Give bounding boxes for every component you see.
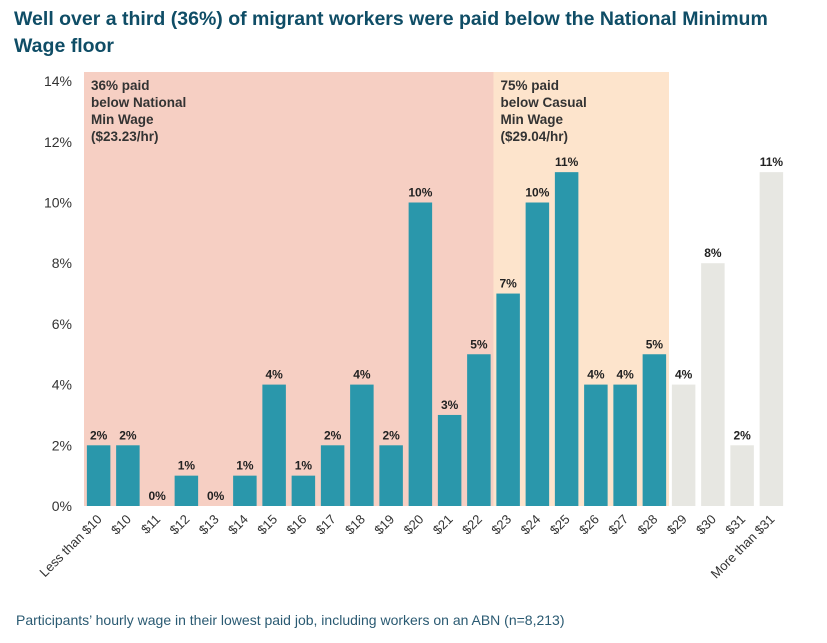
x-tick-label: $28: [635, 512, 661, 538]
band-annotation-line: Min Wage: [501, 112, 564, 127]
x-tick-label: $19: [371, 512, 397, 538]
bar-value-label: 0%: [148, 489, 166, 503]
x-tick-label: $21: [430, 512, 456, 538]
bar: [174, 475, 199, 506]
x-tick-label: $12: [167, 512, 193, 538]
x-tick-label: Less than $10: [36, 512, 104, 580]
y-tick-label: 6%: [52, 316, 72, 332]
bar: [584, 384, 608, 506]
y-tick-label: 10%: [44, 195, 72, 211]
x-tick-label: $29: [664, 512, 690, 538]
x-tick-label: $16: [284, 512, 310, 538]
chart-title: Well over a third (36%) of migrant worke…: [14, 8, 768, 57]
bar: [86, 445, 111, 506]
band-annotation-line: 36% paid: [91, 78, 150, 93]
value-labels: 2% 2% 0% 1% 0% 1% 4% 1% 2% 4% 2% 10% 3% 5% 7% 10% 11% 4% 4…: [90, 155, 783, 503]
y-tick-label: 2%: [52, 437, 72, 453]
bar-value-label: 1%: [295, 459, 313, 473]
bar: [116, 445, 140, 506]
x-tick-label: $30: [693, 512, 719, 538]
x-axis-ticks: Less than $10 $10 $11 $12 $13 $14 $15 $16 $17 $18…: [36, 512, 777, 582]
wage-band-2: [493, 72, 669, 506]
x-tick-label: $18: [342, 512, 368, 538]
bar: [642, 354, 667, 506]
bar: [320, 445, 345, 506]
bar: [233, 475, 257, 506]
bar-value-label: 2%: [119, 428, 137, 442]
x-tick-label: $24: [518, 512, 544, 538]
bars: [86, 172, 784, 507]
y-tick-label: 14%: [44, 73, 72, 89]
wage-bands: [84, 72, 669, 506]
band-annotation-line: ($29.04/hr): [501, 129, 569, 144]
x-tick-label: $22: [459, 512, 485, 538]
bar-value-label: 8%: [704, 246, 722, 260]
x-tick-label: $25: [547, 512, 573, 538]
bar-value-label: 2%: [382, 428, 400, 442]
bar-value-label: 2%: [324, 428, 342, 442]
bar-value-label: 4%: [265, 368, 283, 382]
bar: [701, 263, 725, 506]
band-annotation-line: 75% paid: [501, 78, 560, 93]
band-annotation-line: below Casual: [501, 95, 587, 110]
bar: [496, 293, 520, 506]
bar: [291, 475, 316, 506]
bar-value-label: 5%: [470, 337, 488, 351]
x-tick-label: $13: [196, 512, 222, 538]
bar: [437, 414, 462, 506]
bar-value-label: 1%: [236, 459, 254, 473]
x-tick-label: $15: [254, 512, 280, 538]
bar-value-label: 1%: [178, 459, 196, 473]
bar: [350, 384, 374, 506]
y-tick-label: 12%: [44, 134, 72, 150]
bar-value-label: 3%: [441, 398, 459, 412]
bar: [525, 202, 550, 507]
bar: [467, 354, 491, 506]
x-tick-label: $20: [401, 512, 427, 538]
x-tick-label: $10: [108, 512, 134, 538]
bar-value-label: 4%: [616, 368, 634, 382]
y-tick-label: 8%: [52, 255, 72, 271]
bar-value-label: 4%: [675, 368, 693, 382]
x-tick-label: $27: [605, 512, 631, 538]
band-annotation-line: Min Wage: [91, 112, 154, 127]
y-tick-label: 4%: [52, 377, 72, 393]
bar-value-label: 0%: [207, 489, 225, 503]
bar: [379, 445, 403, 506]
bar-value-label: 11%: [555, 155, 579, 169]
band-annotation-line: below National: [91, 95, 186, 110]
band-annotations: 36% paid below National Min Wage ($23.23/hr…: [91, 78, 587, 144]
band-annotation-line: ($23.23/hr): [91, 129, 159, 144]
bar: [554, 172, 579, 506]
bar: [613, 384, 637, 506]
bar-value-label: 5%: [646, 337, 664, 351]
bar-value-label: 10%: [408, 186, 432, 200]
bar: [408, 202, 433, 507]
bar-value-label: 2%: [733, 428, 751, 442]
bar-value-label: 2%: [90, 428, 108, 442]
bar-value-label: 11%: [760, 155, 784, 169]
bar: [759, 172, 784, 506]
x-tick-label: $11: [138, 512, 163, 537]
bar: [730, 445, 754, 506]
x-tick-label: $17: [313, 512, 339, 538]
bar-value-label: 4%: [587, 368, 605, 382]
bar-value-label: 7%: [499, 277, 517, 291]
y-axis-ticks: 0% 2% 4% 6% 8% 10% 12% 14%: [44, 73, 72, 514]
x-tick-label: $26: [576, 512, 602, 538]
chart-caption: Participants’ hourly wage in their lowes…: [16, 612, 565, 628]
x-tick-label: $23: [488, 512, 514, 538]
bar-value-label: 10%: [525, 186, 549, 200]
bar: [671, 384, 696, 506]
x-tick-label: $14: [225, 512, 251, 538]
bar: [262, 384, 286, 506]
y-tick-label: 0%: [52, 498, 72, 514]
bar-value-label: 4%: [353, 368, 371, 382]
